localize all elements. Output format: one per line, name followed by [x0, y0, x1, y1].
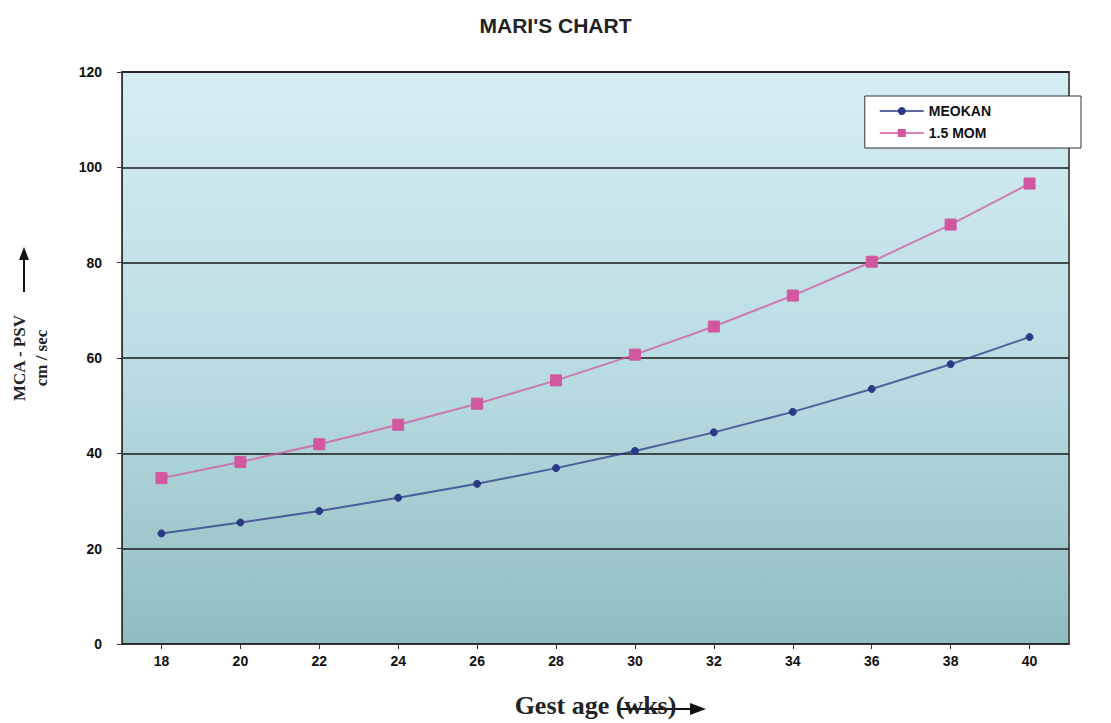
svg-text:26: 26 — [469, 653, 485, 669]
svg-text:cm / sec: cm / sec — [32, 329, 51, 386]
svg-text:100: 100 — [79, 159, 103, 175]
svg-text:28: 28 — [548, 653, 564, 669]
svg-text:Gest age (wks): Gest age (wks) — [515, 691, 677, 720]
svg-text:38: 38 — [943, 653, 959, 669]
svg-text:MARI'S CHART: MARI'S CHART — [480, 14, 632, 37]
svg-text:40: 40 — [86, 445, 102, 461]
svg-text:18: 18 — [154, 653, 170, 669]
svg-text:30: 30 — [627, 653, 643, 669]
svg-text:120: 120 — [79, 64, 103, 80]
svg-text:0: 0 — [94, 636, 102, 652]
svg-text:1.5 MOM: 1.5 MOM — [929, 125, 987, 141]
svg-text:MCA - PSV: MCA - PSV — [10, 314, 29, 401]
svg-text:40: 40 — [1022, 653, 1038, 669]
svg-text:80: 80 — [86, 255, 102, 271]
svg-text:22: 22 — [312, 653, 328, 669]
svg-text:32: 32 — [706, 653, 722, 669]
svg-text:60: 60 — [86, 350, 102, 366]
svg-text:20: 20 — [86, 541, 102, 557]
svg-text:34: 34 — [785, 653, 801, 669]
svg-text:36: 36 — [864, 653, 880, 669]
svg-text:24: 24 — [390, 653, 406, 669]
svg-text:20: 20 — [233, 653, 249, 669]
svg-text:MEOKAN: MEOKAN — [929, 103, 991, 119]
